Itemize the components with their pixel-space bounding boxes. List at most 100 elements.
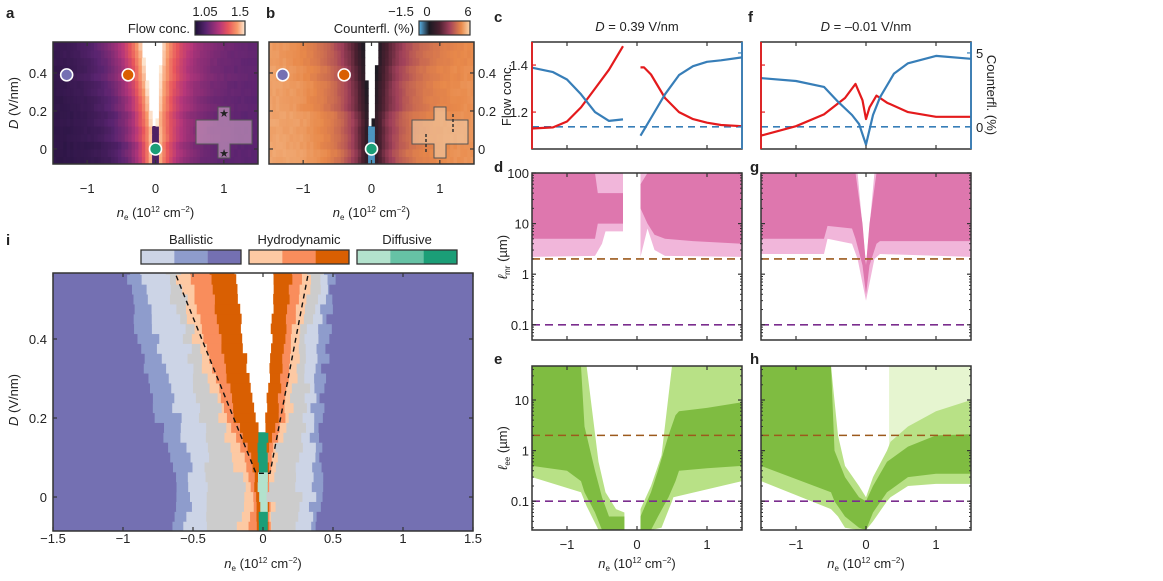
- heatmap-cell: [189, 110, 194, 119]
- regime-cell-hydrodynamic-light: [185, 303, 198, 315]
- regime-cell-hydrodynamic-mid: [248, 471, 256, 483]
- heatmap-cell: [337, 65, 342, 74]
- heatmap-cell: [94, 95, 99, 104]
- heatmap-cell: [220, 80, 225, 89]
- regime-cell-diffusive-dark: [258, 511, 268, 522]
- heatmap-cell: [70, 65, 75, 74]
- heatmap-cell: [182, 65, 187, 74]
- heatmap-cell: [213, 110, 218, 119]
- heatmap-cell: [244, 80, 249, 89]
- heatmap-cell: [323, 148, 328, 157]
- heatmap-cell: [104, 72, 109, 81]
- heatmap-cell: [320, 118, 325, 127]
- heatmap-cell: [405, 133, 410, 142]
- heatmap-cell: [286, 156, 291, 164]
- heatmap-cell: [269, 80, 274, 89]
- heatmap-cell: [426, 72, 431, 81]
- heatmap-cell: [429, 57, 434, 66]
- heatmap-cell: [220, 87, 225, 97]
- heatmap-cell: [279, 110, 284, 119]
- y-tick-label-right: 5: [976, 46, 983, 61]
- heatmap-cell: [467, 80, 472, 89]
- heatmap-cell: [80, 80, 85, 89]
- heatmap-cell: [436, 72, 441, 81]
- heatmap-cell: [220, 42, 225, 51]
- y-axis-label-lee-sub: ee: [503, 456, 512, 465]
- heatmap-cell: [210, 103, 215, 112]
- panel-letter-g: g: [750, 159, 759, 176]
- heatmap-cell: [364, 103, 369, 112]
- heatmap-cell: [66, 103, 71, 112]
- heatmap-cell: [463, 103, 468, 112]
- heatmap-cell: [128, 110, 133, 119]
- regime-cell-ballistic-dark: [315, 521, 473, 531]
- y-axis-label-left: Flow conc.: [499, 64, 514, 126]
- heatmap-cell: [100, 72, 105, 81]
- colorbar: [418, 20, 471, 36]
- heatmap-cell: [128, 87, 133, 97]
- heatmap-cell: [470, 148, 474, 157]
- regime-cell-unclassified: [277, 451, 300, 463]
- heatmap-cell: [145, 87, 150, 97]
- heatmap-cell: [76, 148, 81, 157]
- x-axis-label-mid: cm: [376, 205, 397, 220]
- heatmap-cell: [189, 65, 194, 74]
- y-axis-label: D (V/nm): [6, 374, 21, 426]
- heatmap-cell: [409, 141, 414, 150]
- regime-cell-ballistic-mid: [152, 402, 173, 414]
- heatmap-cell: [182, 156, 187, 164]
- x-axis-label-sub: e: [606, 564, 611, 573]
- heatmap-cell: [422, 49, 427, 59]
- heatmap-cell: [361, 95, 366, 104]
- heatmap-cell: [189, 141, 194, 150]
- heatmap-cell: [388, 133, 393, 142]
- regime-cell-ballistic-light: [312, 313, 323, 325]
- heatmap-cell: [176, 118, 181, 127]
- regime-cell-ballistic-mid: [313, 471, 324, 483]
- heatmap-cell: [158, 118, 163, 127]
- regime-cell-hydrodynamic-light: [243, 501, 255, 512]
- regime-cell-ballistic-mid: [168, 442, 187, 453]
- heatmap-cell: [323, 125, 328, 135]
- heatmap-cell: [124, 80, 129, 89]
- heatmap-cell: [193, 133, 198, 142]
- heatmap-cell: [199, 65, 204, 74]
- regime-cell-ballistic-dark: [323, 402, 473, 414]
- heatmap-cell: [158, 65, 163, 74]
- regime-cell-ballistic-light: [186, 511, 207, 522]
- heatmap-cell: [402, 42, 407, 51]
- panel-letter-b: b: [266, 5, 275, 22]
- heatmap-cell: [73, 125, 78, 135]
- heatmap-cell: [158, 110, 163, 119]
- heatmap-cell: [351, 110, 356, 119]
- heatmap-cell: [234, 80, 239, 89]
- heatmap-cell: [333, 80, 338, 89]
- heatmap-cell: [316, 118, 321, 127]
- heatmap-cell: [234, 57, 239, 66]
- heatmap-cell: [104, 110, 109, 119]
- heatmap-cell: [254, 72, 258, 81]
- heatmap-cell: [443, 49, 448, 59]
- heatmap-cell: [275, 118, 280, 127]
- heatmap-cell: [340, 87, 345, 97]
- heatmap-cell: [409, 49, 414, 59]
- heatmap-cell: [453, 148, 458, 157]
- heatmap-cell: [217, 87, 222, 97]
- heatmap-cell: [66, 110, 71, 119]
- heatmap-cell: [357, 87, 362, 97]
- heatmap-cell: [97, 72, 102, 81]
- heatmap-cell: [306, 141, 311, 150]
- regime-cell-ballistic-mid: [164, 422, 182, 433]
- heatmap-cell: [131, 87, 136, 97]
- heatmap-cell: [206, 49, 211, 59]
- heatmap-cell: [135, 148, 140, 157]
- heatmap-cell: [347, 148, 352, 157]
- heatmap-cell: [436, 95, 441, 104]
- heatmap-cell: [193, 103, 198, 112]
- heatmap-cell: [272, 95, 277, 104]
- heatmap-cell: [433, 95, 438, 104]
- regime-cell-unclassified: [299, 333, 305, 344]
- heatmap-cell: [286, 87, 291, 97]
- heatmap-cell: [90, 148, 95, 157]
- x-axis-label-sub: e: [835, 564, 840, 573]
